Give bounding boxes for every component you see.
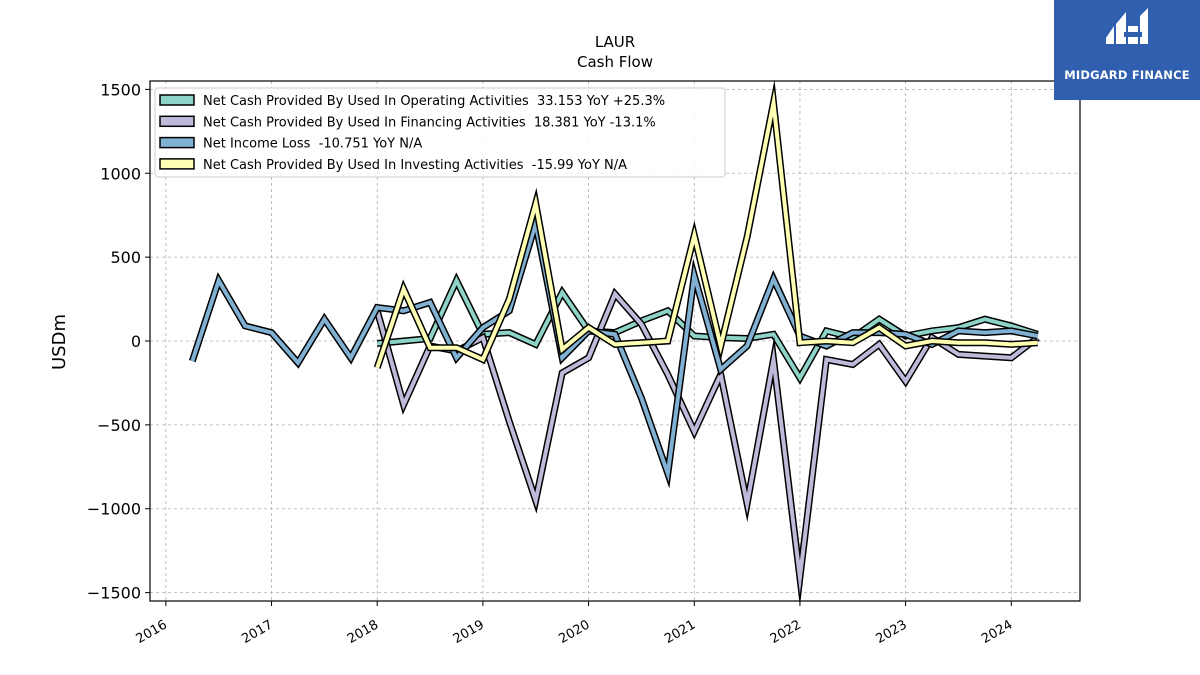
x-axis: 2016 2017 2018 2019 2020 2021 2022 2023 2024	[134, 601, 1015, 647]
x-tick-label: 2019	[451, 617, 487, 647]
legend-swatch	[159, 94, 195, 106]
series-2	[188, 209, 1039, 489]
y-tick-label: 0	[131, 332, 141, 351]
x-tick-label: 2018	[345, 617, 381, 647]
series-3	[373, 79, 1038, 369]
legend-swatch	[159, 158, 195, 170]
x-tick-label: 2017	[239, 617, 275, 647]
y-tick-label: −500	[97, 416, 141, 435]
y-tick-label: 500	[110, 248, 141, 267]
legend-swatch	[159, 136, 195, 149]
x-tick-label: 2023	[873, 617, 909, 647]
series-line	[190, 215, 1039, 483]
y-tick-label: 1500	[100, 80, 141, 99]
legend-label: Net Cash Provided By Used In Operating A…	[203, 94, 665, 109]
legend-swatch	[159, 115, 195, 128]
legend: Net Cash Provided By Used In Operating A…	[154, 87, 726, 178]
x-tick-label: 2022	[768, 617, 804, 647]
series-line	[375, 89, 1038, 369]
legend-label: Net Cash Provided By Used In Financing A…	[203, 115, 656, 130]
legend-label: Net Cash Provided By Used In Investing A…	[203, 158, 627, 173]
series-0	[376, 272, 1039, 385]
chart-title: LAUR	[595, 33, 635, 51]
y-axis-label: USDm	[49, 314, 70, 370]
midgard-finance-logo: MIDGARD FINANCE	[1054, 0, 1200, 100]
legend-box	[154, 87, 726, 178]
series-line	[377, 275, 1039, 382]
chart-subtitle: Cash Flow	[577, 53, 653, 71]
logo-mark-icon	[1106, 8, 1148, 44]
x-tick-label: 2020	[556, 617, 592, 647]
y-axis: −1500 −1000 −500 0 500 1000 1500	[87, 80, 150, 603]
legend-label: Net Income Loss -10.751 YoY N/A	[203, 137, 422, 152]
series-lines	[188, 79, 1040, 607]
y-tick-label: −1000	[87, 500, 141, 519]
logo-text: MIDGARD FINANCE	[1064, 68, 1190, 82]
y-tick-label: 1000	[100, 164, 141, 183]
x-tick-label: 2024	[979, 617, 1015, 647]
x-tick-label: 2016	[134, 617, 170, 647]
y-tick-label: −1500	[87, 584, 141, 603]
x-tick-label: 2021	[662, 617, 698, 647]
